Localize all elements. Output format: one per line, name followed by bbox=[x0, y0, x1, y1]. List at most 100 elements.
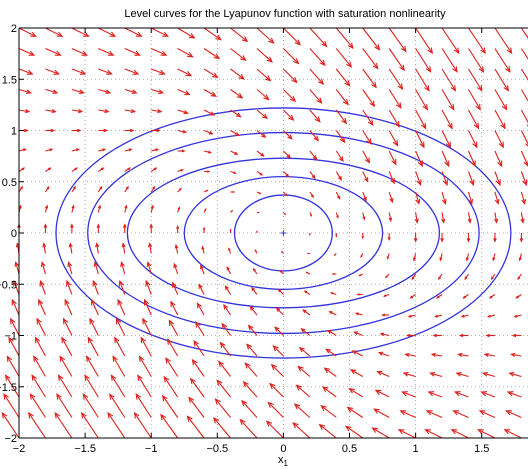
vector-arrow bbox=[98, 88, 112, 95]
vector-arrow bbox=[3, 393, 20, 418]
arrow-head bbox=[79, 69, 87, 75]
arrow-head bbox=[346, 406, 354, 413]
arrow-shaft bbox=[292, 422, 311, 439]
arrow-head bbox=[411, 276, 415, 281]
x-tick-label: −2 bbox=[13, 443, 26, 455]
vector-arrow bbox=[309, 48, 326, 67]
arrow-shaft bbox=[283, 68, 298, 83]
arrow-head bbox=[312, 155, 318, 161]
arrow-head bbox=[150, 204, 154, 209]
arrow-head bbox=[277, 288, 282, 293]
arrow-head bbox=[26, 69, 34, 75]
vector-arrow bbox=[464, 273, 469, 281]
vector-arrow bbox=[256, 27, 275, 44]
arrow-shaft bbox=[71, 88, 84, 94]
vector-arrow bbox=[283, 48, 300, 65]
arrow-head bbox=[267, 401, 274, 408]
vector-arrow bbox=[230, 109, 242, 118]
vector-arrow bbox=[441, 48, 458, 73]
arrow-shaft bbox=[203, 109, 215, 116]
arrow-shaft bbox=[322, 386, 337, 398]
arrow-shaft bbox=[91, 299, 99, 316]
arrow-head bbox=[56, 31, 64, 37]
vector-arrow bbox=[176, 225, 180, 233]
arrow-shaft bbox=[479, 410, 496, 419]
vector-arrow bbox=[468, 109, 480, 130]
arrow-head bbox=[362, 216, 366, 221]
arrow-shaft bbox=[28, 412, 46, 439]
arrow-head bbox=[53, 69, 61, 75]
arrow-shaft bbox=[34, 337, 46, 357]
arrow-head bbox=[419, 141, 425, 149]
vector-arrow bbox=[115, 317, 126, 336]
arrow-shaft bbox=[98, 27, 116, 37]
vector-arrow bbox=[203, 150, 213, 154]
arrow-head bbox=[239, 418, 246, 426]
arrow-shaft bbox=[350, 369, 364, 377]
arrow-head bbox=[501, 103, 508, 111]
arrow-shaft bbox=[415, 68, 430, 91]
vector-arrow bbox=[71, 68, 87, 75]
arrow-head bbox=[482, 371, 488, 377]
arrow-head bbox=[64, 298, 70, 306]
vector-arrow bbox=[45, 167, 52, 172]
vector-arrow bbox=[441, 27, 460, 55]
arrow-head bbox=[473, 122, 480, 130]
arrow-head bbox=[314, 116, 321, 123]
arrow-shaft bbox=[137, 375, 152, 398]
arrow-head bbox=[388, 217, 393, 223]
arrow-head bbox=[364, 157, 371, 164]
vector-arrow bbox=[70, 223, 74, 233]
arrow-head bbox=[399, 410, 407, 416]
arrow-head bbox=[161, 394, 168, 402]
arrow-head bbox=[125, 185, 129, 190]
arrow-head bbox=[20, 185, 24, 190]
vector-arrow bbox=[309, 27, 328, 48]
vector-arrow bbox=[124, 128, 135, 133]
arrow-head bbox=[118, 279, 125, 287]
vector-arrow bbox=[214, 398, 231, 418]
vector-arrow bbox=[358, 273, 363, 277]
arrow-head bbox=[238, 73, 245, 80]
arrow-head bbox=[478, 66, 485, 73]
vector-arrow bbox=[309, 109, 321, 123]
arrow-head bbox=[462, 295, 466, 299]
vector-arrow bbox=[494, 27, 513, 55]
arrow-shaft bbox=[3, 393, 20, 418]
arrow-shaft bbox=[273, 345, 284, 357]
arrow-shaft bbox=[309, 27, 327, 47]
arrow-shaft bbox=[335, 48, 352, 68]
arrow-shaft bbox=[11, 299, 20, 316]
vector-arrow bbox=[465, 253, 470, 262]
vector-arrow bbox=[520, 89, 528, 102]
vector-arrow bbox=[362, 191, 367, 202]
y-tick-label: 1.5 bbox=[2, 74, 17, 86]
arrow-head bbox=[181, 149, 186, 153]
arrow-head bbox=[371, 81, 377, 89]
arrow-head bbox=[160, 50, 168, 56]
level-curve-4 bbox=[87, 131, 480, 335]
arrow-head bbox=[131, 89, 138, 95]
vector-arrow bbox=[388, 89, 402, 109]
arrow-shaft bbox=[504, 429, 522, 439]
vector-arrow bbox=[80, 411, 99, 439]
arrow-shaft bbox=[87, 337, 99, 357]
arrow-head bbox=[441, 218, 446, 224]
arrow-head bbox=[326, 329, 332, 334]
vector-arrow bbox=[150, 185, 156, 193]
arrow-shaft bbox=[520, 27, 528, 39]
arrow-shaft bbox=[94, 262, 99, 275]
arrow-head bbox=[452, 410, 460, 416]
arrow-head bbox=[363, 196, 367, 202]
y-tick-label: −1 bbox=[4, 331, 17, 343]
arrow-head bbox=[460, 314, 465, 318]
arrow-shaft bbox=[520, 130, 528, 145]
arrow-shaft bbox=[468, 27, 486, 54]
arrow-shaft bbox=[468, 109, 479, 129]
y-tick-label: 0 bbox=[11, 228, 17, 240]
vector-arrow bbox=[362, 89, 376, 108]
vector-arrow bbox=[98, 167, 105, 172]
arrow-shaft bbox=[175, 245, 179, 254]
arrow-shaft bbox=[415, 89, 428, 110]
arrow-shaft bbox=[453, 410, 469, 419]
